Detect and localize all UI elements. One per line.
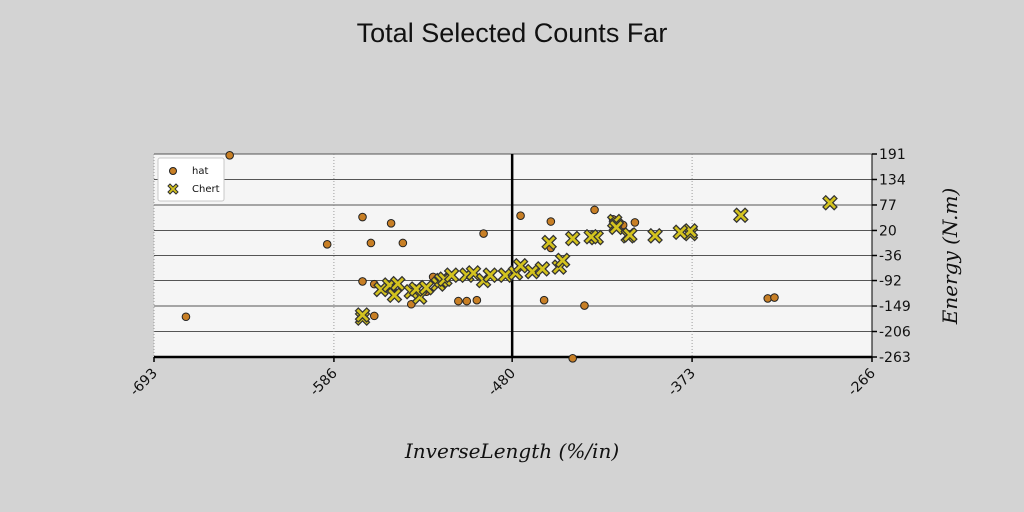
x-tick-label: -586 — [307, 365, 341, 399]
x-tick-label: -266 — [845, 365, 879, 399]
data-point-chert — [541, 234, 558, 251]
data-point-hat — [386, 219, 396, 228]
x-tick-label: -373 — [665, 366, 699, 400]
y-tick-label: 77 — [879, 198, 897, 214]
legend: hat Chert — [157, 157, 225, 202]
y-tick-label: 134 — [879, 172, 906, 188]
data-point-hat — [472, 295, 482, 305]
y-tick-label: 20 — [879, 223, 897, 239]
legend-label-chert: Chert — [192, 184, 220, 195]
data-point-chert — [443, 267, 460, 284]
legend-label-hat: hat — [192, 166, 208, 177]
data-point-chert — [373, 281, 389, 298]
data-point-chert — [822, 194, 838, 211]
data-point-chert — [512, 257, 529, 274]
data-point-chert — [418, 279, 435, 296]
data-point-chert — [524, 263, 541, 280]
data-point-chert — [564, 230, 581, 247]
data-point-hat — [462, 296, 472, 306]
data-points — [181, 151, 838, 363]
x-tick-labels: -693 -586 -480 -373 -266 — [127, 357, 879, 399]
data-point-hat — [366, 238, 376, 248]
x-tick-label: -693 — [127, 366, 161, 400]
data-point-hat — [630, 218, 640, 227]
data-point-hat — [322, 240, 332, 249]
data-point-hat — [539, 295, 549, 305]
data-point-hat — [590, 205, 599, 215]
y-tick-label: 191 — [879, 147, 906, 163]
y-tick-label: -263 — [879, 350, 911, 366]
data-point-hat — [546, 217, 556, 226]
legend-marker-chert — [167, 183, 179, 195]
data-point-hat — [358, 277, 367, 286]
data-point-hat — [369, 311, 379, 321]
y-axis-title: Energy (N.m) — [938, 188, 962, 325]
y-tick-labels: -263 -206 -149 -92 -36 20 77 134 191 — [872, 147, 911, 366]
data-point-chert — [386, 287, 403, 304]
legend-marker-hat — [169, 167, 177, 175]
data-point-chert — [354, 307, 371, 323]
data-point-hat — [454, 296, 463, 306]
x-tick-label: -480 — [485, 366, 519, 400]
data-point-chert — [583, 228, 600, 245]
data-point-chert — [672, 224, 689, 241]
data-point-hat — [568, 354, 577, 363]
data-point-hat — [516, 211, 525, 221]
data-point-hat — [358, 212, 367, 222]
data-point-chert — [534, 261, 551, 277]
data-point-hat — [398, 238, 408, 248]
data-point-chert — [482, 267, 499, 284]
chart-title: Total Selected Counts Far — [357, 18, 668, 48]
y-tick-label: -206 — [879, 325, 911, 341]
x-axis-title: InverseLength (%/in) — [404, 439, 619, 463]
data-point-chert — [554, 252, 571, 269]
y-tick-label: -36 — [879, 249, 902, 265]
data-point-chert — [647, 227, 663, 244]
data-point-chert — [621, 227, 638, 243]
data-point-chert — [732, 207, 749, 224]
data-point-hat — [770, 293, 779, 302]
y-tick-label: -92 — [879, 274, 902, 290]
data-point-hat — [479, 229, 488, 238]
data-point-hat — [225, 151, 234, 160]
y-tick-label: -149 — [879, 299, 911, 315]
data-point-hat — [580, 301, 589, 310]
data-point-hat — [181, 312, 191, 322]
